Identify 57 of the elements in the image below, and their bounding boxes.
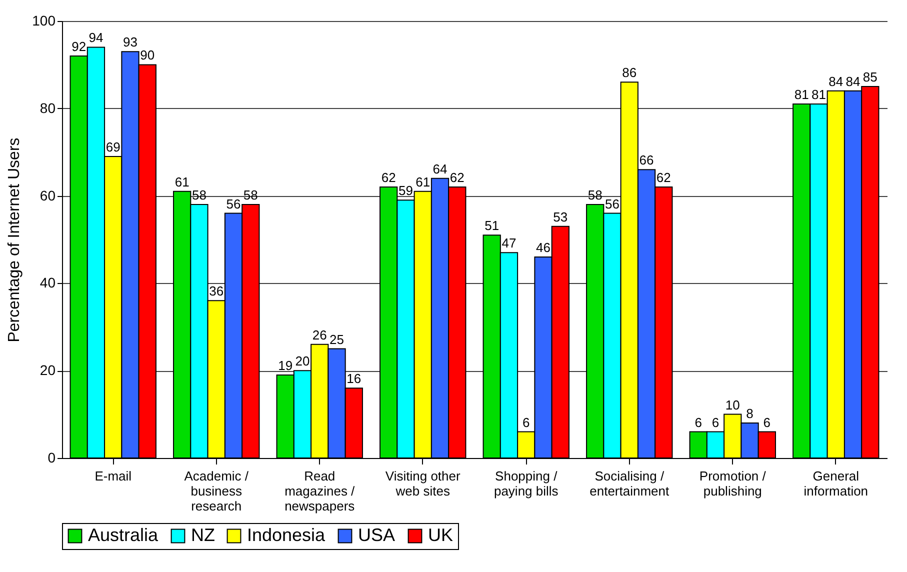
data-label: 36 — [209, 284, 224, 299]
data-label: 51 — [484, 218, 500, 234]
data-label: 92 — [72, 38, 86, 54]
y-axis-title: Percentage of Internet Users — [6, 138, 24, 342]
y-tick-label: 0 — [48, 450, 56, 466]
legend-label: NZ — [191, 525, 215, 545]
data-label: 93 — [123, 34, 138, 50]
data-label: 8 — [746, 406, 754, 422]
data-label: 81 — [794, 87, 809, 102]
data-label: 86 — [622, 65, 637, 80]
y-tick-label: 100 — [32, 12, 56, 28]
data-label: 56 — [226, 196, 241, 212]
data-label: 84 — [846, 74, 860, 89]
y-tick-label: 40 — [40, 274, 56, 291]
data-label: 56 — [605, 196, 620, 212]
y-tick-label: 60 — [40, 187, 56, 204]
x-tick-label: General information — [804, 468, 868, 498]
data-label: 59 — [398, 183, 413, 198]
data-label: 6 — [763, 414, 771, 430]
data-label: 61 — [416, 174, 430, 190]
data-label: 6 — [522, 414, 530, 430]
data-label: 16 — [346, 371, 362, 386]
data-label: 20 — [295, 354, 310, 369]
legend-label: Indonesia — [247, 525, 326, 545]
x-tick-label: Read magazines / newspapers — [284, 468, 356, 514]
data-label: 90 — [140, 48, 155, 63]
data-label: 66 — [639, 152, 654, 168]
legend-label: Australia — [88, 525, 160, 545]
data-label: 64 — [432, 161, 448, 176]
x-tick-label: Promotion / publishing — [699, 468, 766, 498]
data-label: 25 — [330, 332, 344, 347]
data-label: 26 — [312, 327, 327, 342]
x-tick-label: Socialising / entertainment — [590, 468, 670, 498]
y-tick-label: 80 — [40, 100, 56, 116]
y-tick-label: 20 — [40, 362, 56, 378]
data-label: 53 — [553, 209, 568, 224]
data-label: 47 — [502, 236, 516, 251]
data-label: 6 — [712, 414, 720, 430]
x-tick-label: E-mail — [94, 468, 132, 484]
data-label: 46 — [536, 240, 550, 255]
data-label: 19 — [278, 358, 293, 373]
legend-label: USA — [358, 525, 396, 545]
data-label: 85 — [862, 70, 878, 85]
data-label: 61 — [174, 174, 190, 190]
x-tick-label: Visiting other web sites — [385, 468, 461, 498]
data-label: 81 — [812, 87, 826, 102]
data-label: 62 — [381, 170, 396, 186]
data-label: 94 — [88, 30, 104, 46]
data-label: 62 — [656, 170, 671, 186]
x-tick-label: Academic / business research — [184, 468, 249, 514]
data-label: 6 — [694, 414, 702, 430]
data-label: 62 — [450, 170, 464, 186]
legend-label: UK — [428, 525, 454, 545]
data-label: 69 — [106, 139, 120, 154]
x-tick-label: Shopping / paying bills — [494, 468, 559, 498]
data-label: 10 — [725, 397, 740, 412]
data-label: 84 — [828, 74, 844, 89]
